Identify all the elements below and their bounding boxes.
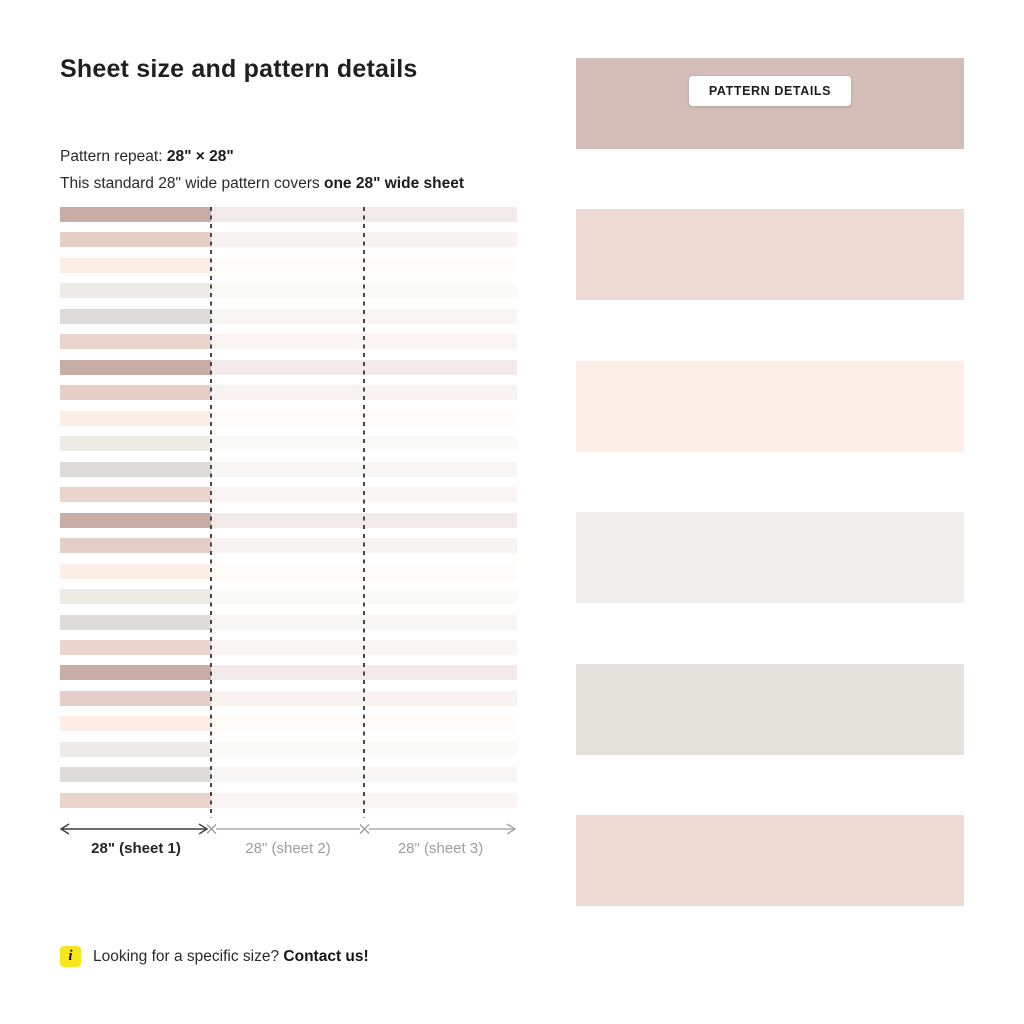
color-swatch-4 bbox=[576, 512, 964, 603]
color-swatch-6 bbox=[576, 815, 964, 906]
footer-question: Looking for a specific size? bbox=[93, 947, 284, 965]
sheet2-fade-overlay bbox=[211, 207, 364, 808]
pattern-repeat-line: Pattern repeat: 28" × 28" bbox=[60, 148, 234, 166]
sheet2-3-arrow bbox=[206, 823, 517, 835]
dimension-line bbox=[59, 823, 517, 835]
swatch-panel: PATTERN DETAILS bbox=[576, 58, 964, 908]
color-swatch-1: PATTERN DETAILS bbox=[576, 58, 964, 149]
sheet3-fade-overlay bbox=[364, 207, 517, 808]
footer-text: Looking for a specific size? Contact us! bbox=[93, 948, 369, 966]
color-swatch-2 bbox=[576, 209, 964, 300]
color-swatch-5 bbox=[576, 664, 964, 755]
sheet1-label: 28" (sheet 1) bbox=[91, 840, 181, 857]
coverage-bold: one 28" wide sheet bbox=[323, 175, 464, 192]
contact-us-link[interactable]: Contact us! bbox=[283, 947, 369, 965]
sheet2-label: 28" (sheet 2) bbox=[245, 840, 331, 857]
sheet-divider-1 bbox=[210, 207, 212, 818]
coverage-label: This standard 28" wide pattern covers bbox=[60, 175, 324, 192]
pattern-repeat-label: Pattern repeat: bbox=[60, 148, 167, 165]
pattern-details-button[interactable]: PATTERN DETAILS bbox=[688, 76, 852, 106]
sheet3-label: 28" (sheet 3) bbox=[397, 840, 484, 857]
color-swatch-3 bbox=[576, 361, 964, 452]
sheet-divider-2 bbox=[363, 207, 365, 818]
info-icon: i bbox=[60, 946, 81, 967]
page-title: Sheet size and pattern details bbox=[60, 55, 418, 83]
footer-note: i Looking for a specific size? Contact u… bbox=[60, 946, 369, 967]
pattern-preview bbox=[60, 207, 517, 818]
pattern-repeat-value: 28" × 28" bbox=[166, 148, 234, 165]
coverage-line: This standard 28" wide pattern covers on… bbox=[60, 175, 464, 193]
sheet1-arrow bbox=[59, 823, 209, 835]
